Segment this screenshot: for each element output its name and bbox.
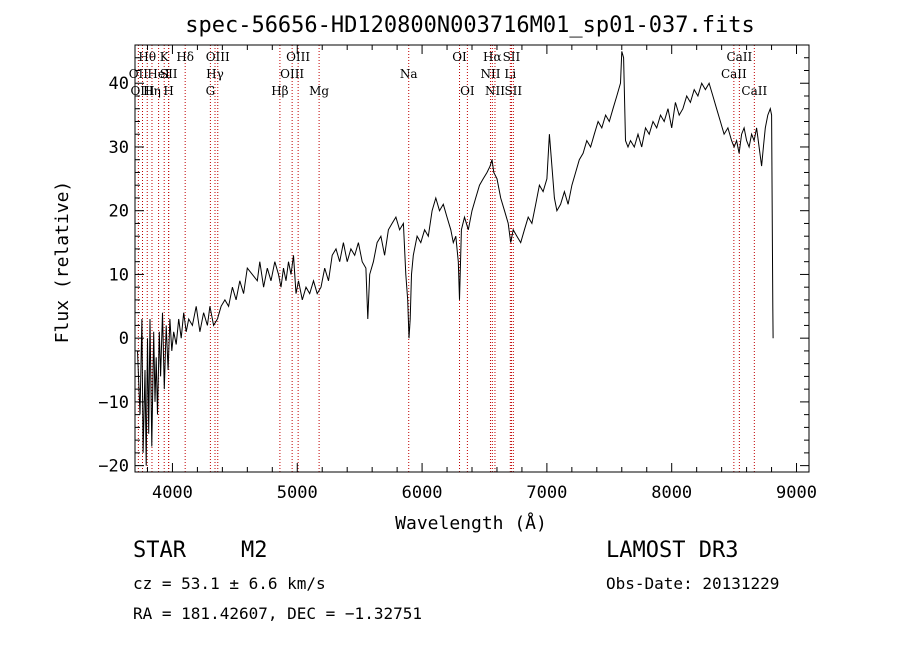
flux-series-line xyxy=(137,51,774,466)
y-tick-label: 0 xyxy=(119,329,129,349)
line-marker-label: Li xyxy=(504,67,516,81)
x-axis-label: Wavelength (Å) xyxy=(395,512,547,534)
x-axis-ticks: 4000 5000 6000 7000 8000 9000 xyxy=(146,45,817,503)
line-marker-label: OI xyxy=(452,50,467,64)
line-marker-label: Na xyxy=(400,67,418,81)
line-marker-label: CaII xyxy=(726,50,752,64)
line-marker-label: OI xyxy=(460,84,475,98)
line-marker-label: SII xyxy=(160,67,178,81)
line-marker-label: NII xyxy=(485,84,505,98)
chart-title: spec-56656-HD120800N003716M01_sp01-037.f… xyxy=(185,13,755,38)
x-tick-label: 7000 xyxy=(526,483,567,503)
line-marker-label: Hθ xyxy=(138,50,156,64)
redshift-velocity: cz = 53.1 ± 6.6 km/s xyxy=(133,574,326,593)
y-tick-label: 40 xyxy=(109,74,129,94)
line-marker-label: OII xyxy=(129,67,149,81)
line-marker-label: OIII xyxy=(280,67,304,81)
y-tick-label: 20 xyxy=(109,202,129,222)
line-marker-label: NII xyxy=(480,67,500,81)
spectral-line-markers xyxy=(137,45,755,472)
line-marker-label: Hη xyxy=(143,84,161,98)
y-axis-ticks: −20 −10 0 10 20 30 40 xyxy=(98,57,809,477)
line-marker-label: SII xyxy=(504,84,522,98)
plot-frame xyxy=(134,44,810,473)
line-marker-label: G xyxy=(206,84,216,98)
observation-date: Obs-Date: 20131229 xyxy=(606,574,780,593)
x-tick-label: 5000 xyxy=(277,483,318,503)
line-marker-label: OIII xyxy=(130,84,154,98)
line-marker-label: CaII xyxy=(721,67,747,81)
line-marker-label: Hβ xyxy=(271,84,288,98)
x-tick-label: 9000 xyxy=(776,483,817,503)
line-marker-label: H xyxy=(163,84,173,98)
line-marker-label: Mg xyxy=(309,84,329,98)
line-marker-label: Hδ xyxy=(176,50,194,64)
y-tick-label: 10 xyxy=(109,265,129,285)
coordinates: RA = 181.42607, DEC = −1.32751 xyxy=(133,604,422,623)
y-tick-label: 30 xyxy=(109,138,129,158)
line-marker-label: SII xyxy=(503,50,521,64)
x-tick-label: 6000 xyxy=(402,483,443,503)
y-tick-label: −10 xyxy=(98,393,129,413)
line-marker-label: Hγ xyxy=(206,67,224,81)
x-tick-label: 8000 xyxy=(651,483,692,503)
line-marker-label: OIII xyxy=(286,50,310,64)
survey-name: LAMOST DR3 xyxy=(606,538,739,563)
y-axis-label: Flux (relative) xyxy=(52,181,73,344)
y-tick-label: −20 xyxy=(98,457,129,477)
x-tick-label: 4000 xyxy=(152,483,193,503)
line-marker-label: CaII xyxy=(741,84,767,98)
line-marker-label: HeI xyxy=(147,67,170,81)
object-subclass: M2 xyxy=(241,538,268,563)
line-marker-label: K xyxy=(160,50,170,64)
object-class: STAR xyxy=(133,538,186,563)
line-marker-label: OIII xyxy=(206,50,230,64)
line-marker-label: Hα xyxy=(483,50,502,64)
